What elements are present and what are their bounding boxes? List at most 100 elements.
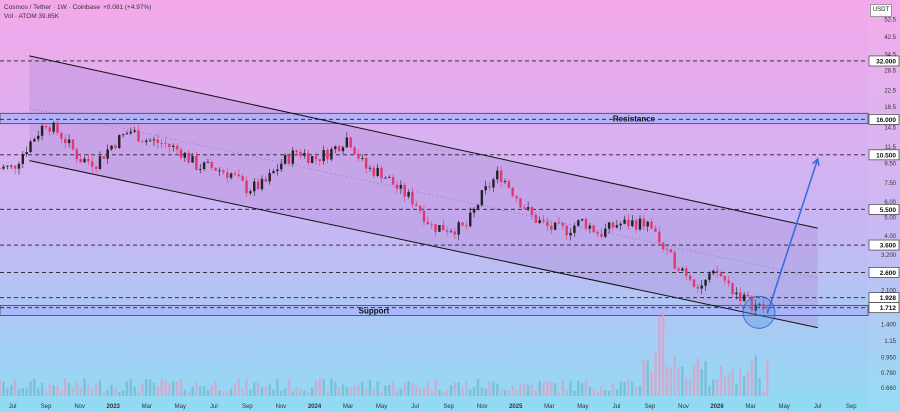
candle-body-108: [411, 192, 414, 205]
candle-body-151: [577, 220, 580, 226]
candle-body-16: [56, 122, 59, 133]
volume-bar-84: [318, 378, 322, 396]
volume-bar-11: [37, 388, 40, 396]
candle-body-27: [98, 156, 102, 169]
candle-body-50: [187, 152, 190, 163]
candle-body-14: [48, 127, 52, 132]
volume-bar-116: [442, 391, 445, 396]
y-tick-13: 3.200: [881, 253, 897, 259]
y-tick-16: 1.15: [884, 339, 896, 345]
level-label-3: 5.500: [880, 207, 897, 214]
candle-body-152: [580, 218, 584, 221]
volume-bar-167: [638, 385, 642, 396]
y-tick-5: 18.5: [884, 105, 896, 111]
candle-body-121: [461, 222, 464, 226]
volume-bar-85: [322, 379, 325, 396]
level-label-7: 1.712: [880, 305, 897, 312]
candle-body-69: [260, 178, 264, 190]
candle-body-22: [79, 159, 82, 163]
volume-bar-157: [600, 386, 603, 396]
candle-body-28: [102, 156, 106, 159]
candle-body-160: [611, 222, 615, 228]
candle-body-125: [476, 205, 480, 209]
candle-body-43: [160, 142, 163, 144]
volume-indicator: Vol · ATOM 39.85K: [4, 13, 60, 20]
candle-body-195: [746, 294, 750, 297]
candle-body-174: [665, 249, 669, 250]
candle-body-158: [604, 228, 607, 237]
candle-body-118: [449, 231, 453, 233]
x-tick-15: 2025: [509, 404, 523, 410]
price-change: +0.081 (+4.97%): [102, 4, 152, 11]
volume-bar-165: [631, 381, 634, 396]
volume-bar-21: [75, 381, 79, 396]
volume-bar-156: [596, 391, 599, 396]
volume-bar-52: [195, 381, 198, 396]
volume-bar-8: [25, 388, 28, 396]
volume-bar-62: [233, 383, 237, 396]
candle-body-102: [388, 177, 391, 178]
candle-body-89: [337, 146, 341, 152]
volume-bar-49: [183, 389, 187, 396]
volume-bar-46: [172, 381, 175, 396]
candle-body-40: [148, 140, 152, 142]
candle-body-79: [299, 152, 302, 156]
x-tick-19: Sep: [645, 404, 656, 410]
volume-bar-82: [310, 387, 314, 396]
volume-bar-13: [44, 390, 48, 396]
volume-bar-34: [125, 381, 129, 396]
candle-body-119: [453, 231, 457, 235]
candle-body-32: [118, 135, 121, 149]
volume-bar-193: [739, 369, 742, 396]
candle-body-135: [515, 196, 518, 199]
candle-body-187: [715, 270, 719, 273]
candle-body-6: [17, 163, 21, 169]
y-tick-1: 42.5: [884, 35, 896, 41]
volume-bar-91: [345, 387, 349, 396]
y-tick-0: 52.5: [884, 17, 896, 23]
volume-bar-117: [445, 390, 449, 396]
candle-body-136: [519, 198, 522, 208]
currency-badge[interactable]: USDT: [870, 4, 892, 17]
volume-bar-79: [299, 388, 302, 396]
candle-body-177: [677, 268, 680, 271]
candle-body-51: [191, 155, 194, 163]
volume-bar-178: [681, 366, 684, 396]
volume-bar-87: [330, 378, 333, 396]
candle-body-66: [249, 191, 252, 194]
volume-bar-77: [291, 391, 295, 396]
volume-bar-187: [715, 379, 719, 396]
volume-bar-78: [295, 387, 298, 396]
volume-bar-65: [245, 378, 248, 396]
volume-bar-24: [87, 385, 90, 396]
volume-bar-138: [526, 384, 530, 396]
volume-bar-28: [102, 391, 106, 396]
candle-body-70: [264, 178, 268, 182]
candle-body-129: [492, 179, 495, 188]
x-tick-13: Sep: [443, 404, 454, 410]
candle-body-64: [241, 176, 244, 181]
volume-bar-128: [488, 380, 491, 396]
candle-body-13: [44, 125, 48, 128]
candle-body-97: [368, 167, 372, 169]
candle-body-99: [376, 167, 379, 176]
candle-body-35: [129, 131, 133, 134]
volume-bar-61: [229, 388, 233, 396]
x-tick-4: Mar: [142, 404, 152, 410]
candle-body-175: [669, 249, 673, 253]
volume-bar-175: [669, 368, 673, 396]
x-tick-2: Nov: [74, 404, 85, 410]
volume-bar-41: [152, 382, 156, 396]
x-tick-18: Jul: [613, 404, 621, 410]
y-tick-19: 0.660: [881, 386, 897, 392]
volume-bar-161: [615, 389, 619, 396]
volume-bar-168: [642, 359, 646, 396]
volume-bar-51: [191, 386, 194, 396]
x-tick-21: 2026: [710, 404, 724, 410]
volume-bar-25: [91, 388, 94, 396]
volume-bar-164: [627, 378, 630, 396]
candle-body-95: [361, 158, 364, 159]
candle-body-157: [600, 233, 603, 237]
candle-body-140: [534, 214, 538, 223]
